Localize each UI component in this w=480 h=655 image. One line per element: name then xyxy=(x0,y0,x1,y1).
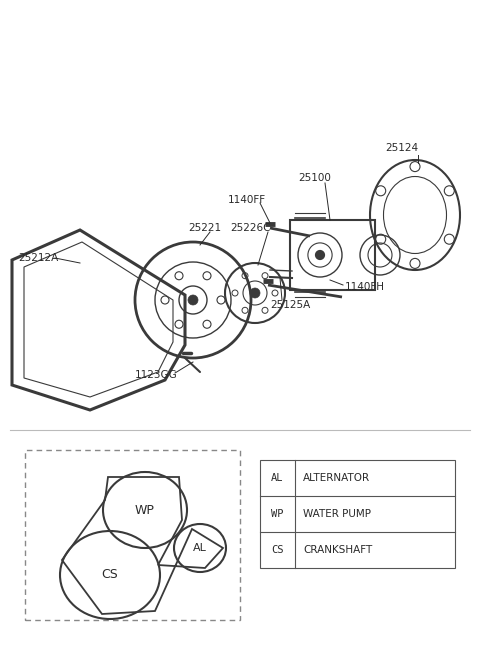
Text: 25125A: 25125A xyxy=(270,300,310,310)
Text: CS: CS xyxy=(271,545,284,555)
Text: 1140FF: 1140FF xyxy=(228,195,266,205)
Text: 25226C: 25226C xyxy=(230,223,271,233)
Bar xyxy=(290,220,375,290)
Text: AL: AL xyxy=(271,473,284,483)
Text: CRANKSHAFT: CRANKSHAFT xyxy=(303,545,372,555)
Bar xyxy=(260,460,455,568)
Text: 1140FH: 1140FH xyxy=(345,282,385,292)
Text: WP: WP xyxy=(271,509,284,519)
Circle shape xyxy=(250,288,260,298)
Text: 25212A: 25212A xyxy=(18,253,58,263)
Text: 25124: 25124 xyxy=(385,143,418,153)
Text: CS: CS xyxy=(102,569,119,582)
Text: AL: AL xyxy=(193,543,207,553)
Text: 25221: 25221 xyxy=(188,223,221,233)
Text: WP: WP xyxy=(135,504,155,517)
Circle shape xyxy=(188,295,198,305)
Text: ALTERNATOR: ALTERNATOR xyxy=(303,473,370,483)
Text: 25100: 25100 xyxy=(298,173,331,183)
Text: WATER PUMP: WATER PUMP xyxy=(303,509,371,519)
Text: 1123GG: 1123GG xyxy=(135,370,178,380)
Circle shape xyxy=(316,251,324,259)
Bar xyxy=(25,450,240,620)
